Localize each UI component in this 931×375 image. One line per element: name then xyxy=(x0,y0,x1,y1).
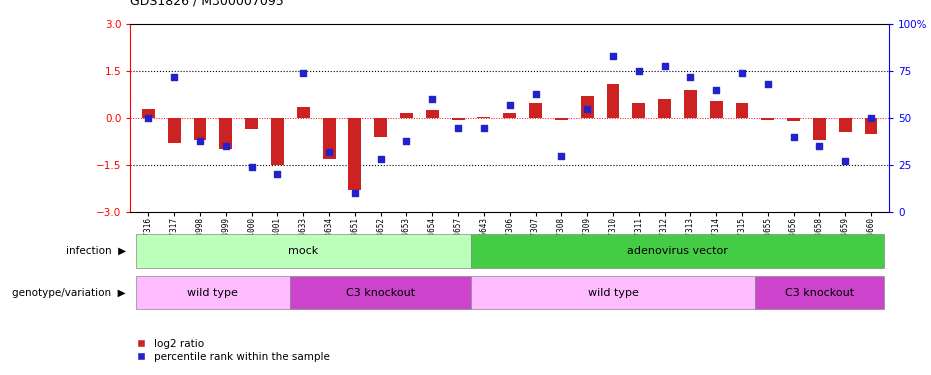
Point xyxy=(657,63,672,69)
Point xyxy=(503,102,518,108)
Bar xyxy=(245,118,258,129)
Text: wild type: wild type xyxy=(587,288,639,297)
Bar xyxy=(504,113,516,118)
Point xyxy=(786,134,801,140)
Bar xyxy=(471,234,884,268)
Bar xyxy=(400,113,413,118)
Point xyxy=(296,70,311,76)
Bar xyxy=(684,90,696,118)
Bar xyxy=(290,276,471,309)
Text: C3 knockout: C3 knockout xyxy=(785,288,854,297)
Bar xyxy=(788,118,800,121)
Bar xyxy=(136,234,471,268)
Point xyxy=(193,138,208,144)
Point xyxy=(580,106,595,112)
Point xyxy=(683,74,698,80)
Bar xyxy=(323,118,335,159)
Bar xyxy=(297,107,310,118)
Bar xyxy=(452,118,465,120)
Bar xyxy=(755,276,884,309)
Point xyxy=(631,68,646,74)
Bar xyxy=(865,118,878,134)
Point xyxy=(244,164,259,170)
Bar xyxy=(142,109,155,118)
Bar xyxy=(348,118,361,190)
Point xyxy=(812,143,827,149)
Bar xyxy=(220,118,232,149)
Bar xyxy=(471,276,755,309)
Bar xyxy=(606,84,619,118)
Text: C3 knockout: C3 knockout xyxy=(346,288,415,297)
Bar xyxy=(168,118,181,143)
Text: wild type: wild type xyxy=(187,288,238,297)
Point xyxy=(761,81,776,87)
Text: genotype/variation  ▶: genotype/variation ▶ xyxy=(12,288,126,297)
Bar xyxy=(478,117,491,118)
Point xyxy=(321,149,336,155)
Point xyxy=(735,70,749,76)
Point xyxy=(477,124,492,130)
Bar xyxy=(581,96,594,118)
Bar xyxy=(839,118,852,132)
Point xyxy=(451,124,466,130)
Point xyxy=(373,156,388,162)
Point xyxy=(838,158,853,164)
Bar xyxy=(271,118,284,165)
Bar xyxy=(735,102,749,118)
Point xyxy=(219,143,234,149)
Point xyxy=(605,53,620,59)
Text: adenovirus vector: adenovirus vector xyxy=(627,246,728,256)
Legend: log2 ratio, percentile rank within the sample: log2 ratio, percentile rank within the s… xyxy=(136,339,331,362)
Bar xyxy=(136,276,290,309)
Bar xyxy=(425,110,439,118)
Point xyxy=(141,115,155,121)
Bar xyxy=(709,101,722,118)
Text: infection  ▶: infection ▶ xyxy=(65,246,126,256)
Point xyxy=(425,96,439,102)
Text: GDS1826 / M300007095: GDS1826 / M300007095 xyxy=(130,0,284,8)
Point xyxy=(554,153,569,159)
Bar xyxy=(762,118,775,120)
Bar xyxy=(529,102,542,118)
Bar xyxy=(194,118,207,140)
Text: mock: mock xyxy=(288,246,318,256)
Point xyxy=(167,74,182,80)
Bar xyxy=(658,99,671,118)
Bar xyxy=(374,118,387,137)
Point xyxy=(708,87,723,93)
Point xyxy=(528,91,543,97)
Point xyxy=(270,171,285,177)
Point xyxy=(347,190,362,196)
Bar xyxy=(632,102,645,118)
Bar xyxy=(813,118,826,140)
Bar xyxy=(555,118,568,120)
Point xyxy=(864,115,879,121)
Point xyxy=(399,138,414,144)
